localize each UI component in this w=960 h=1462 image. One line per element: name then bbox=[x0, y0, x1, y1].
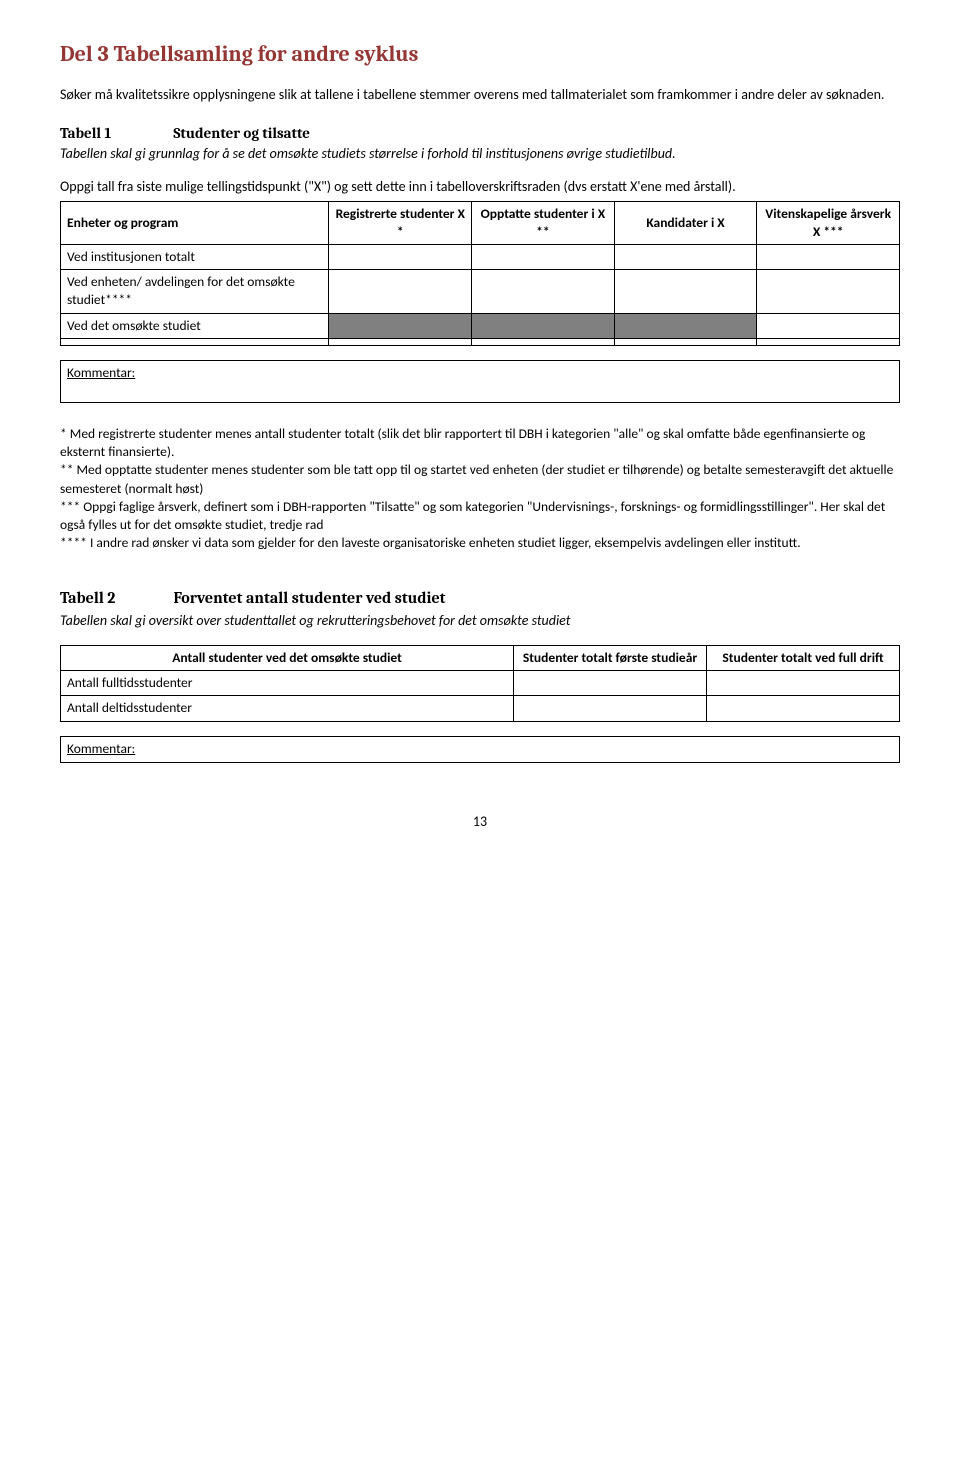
table1-cell[interactable] bbox=[329, 338, 472, 345]
table2-h1: Antall studenter ved det omsøkte studiet bbox=[61, 645, 514, 670]
table1-row: Ved det omsøkte studiet bbox=[61, 313, 900, 338]
kommentar-box-1: Kommentar: bbox=[60, 360, 900, 403]
table1-number: Tabell 1 bbox=[60, 123, 170, 143]
table1-cell[interactable] bbox=[472, 338, 615, 345]
table1-cell[interactable] bbox=[614, 270, 757, 313]
table1-cell[interactable] bbox=[757, 338, 900, 345]
table1-h2: Registrerte studenter X * bbox=[329, 201, 472, 244]
table2-h3: Studenter totalt ved full drift bbox=[707, 645, 900, 670]
table2-heading: Tabell 2 Forventet antall studenter ved … bbox=[60, 588, 900, 610]
table1-cell[interactable] bbox=[61, 338, 329, 345]
table1-cell[interactable] bbox=[329, 245, 472, 270]
table1: Enheter og program Registrerte studenter… bbox=[60, 201, 900, 346]
table2-cell[interactable] bbox=[514, 671, 707, 696]
table2-rowlabel: Antall fulltidsstudenter bbox=[61, 671, 514, 696]
table1-h1: Enheter og program bbox=[61, 201, 329, 244]
table2-header-row: Antall studenter ved det omsøkte studiet… bbox=[61, 645, 900, 670]
table1-rowlabel: Ved enheten/ avdelingen for det omsøkte … bbox=[61, 270, 329, 313]
table1-cell[interactable] bbox=[757, 245, 900, 270]
table1-h5: Vitenskapelige årsverk X *** bbox=[757, 201, 900, 244]
table2-h2: Studenter totalt første studieår bbox=[514, 645, 707, 670]
table2-name: Forventet antall studenter ved studiet bbox=[174, 589, 446, 607]
footnote-3: *** Oppgi faglige årsverk, definert som … bbox=[60, 498, 900, 534]
table1-header-row: Enheter og program Registrerte studenter… bbox=[61, 201, 900, 244]
table1-label: Tabell 1 Studenter og tilsatte bbox=[60, 123, 900, 143]
table1-row: Ved institusjonen totalt bbox=[61, 245, 900, 270]
page-number: 13 bbox=[60, 813, 900, 832]
table1-row bbox=[61, 338, 900, 345]
table1-h4: Kandidater i X bbox=[614, 201, 757, 244]
table1-rowlabel: Ved institusjonen totalt bbox=[61, 245, 329, 270]
table2-number: Tabell 2 bbox=[60, 588, 170, 610]
table2-cell[interactable] bbox=[514, 696, 707, 721]
table2: Antall studenter ved det omsøkte studiet… bbox=[60, 645, 900, 722]
kommentar-cell[interactable]: Kommentar: bbox=[61, 360, 900, 402]
table1-name: Studenter og tilsatte bbox=[173, 124, 310, 142]
table2-row: Antall fulltidsstudenter bbox=[61, 671, 900, 696]
footnotes: * Med registrerte studenter menes antall… bbox=[60, 425, 900, 553]
table1-cell[interactable] bbox=[472, 270, 615, 313]
table1-cell[interactable] bbox=[757, 313, 900, 338]
table1-cell-disabled bbox=[614, 313, 757, 338]
table1-cell[interactable] bbox=[472, 245, 615, 270]
table2-cell[interactable] bbox=[707, 671, 900, 696]
footnote-4: **** I andre rad ønsker vi data som gjel… bbox=[60, 534, 900, 552]
table2-row: Antall deltidsstudenter bbox=[61, 696, 900, 721]
section-title: Del 3 Tabellsamling for andre syklus bbox=[60, 40, 900, 70]
kommentar-label: Kommentar: bbox=[67, 364, 135, 381]
kommentar-label: Kommentar: bbox=[67, 740, 135, 757]
table1-h3: Opptatte studenter i X ** bbox=[472, 201, 615, 244]
table1-cell-disabled bbox=[472, 313, 615, 338]
table1-instruction: Oppgi tall fra siste mulige tellingstids… bbox=[60, 178, 900, 197]
table1-desc: Tabellen skal gi grunnlag for å se det o… bbox=[60, 145, 900, 164]
kommentar-box-2: Kommentar: bbox=[60, 736, 900, 763]
table1-cell-disabled bbox=[329, 313, 472, 338]
footnote-1: * Med registrerte studenter menes antall… bbox=[60, 425, 900, 461]
section-intro: Søker må kvalitetssikre opplysningene sl… bbox=[60, 86, 900, 105]
footnote-2: ** Med opptatte studenter menes studente… bbox=[60, 461, 900, 497]
table1-cell[interactable] bbox=[614, 245, 757, 270]
kommentar-cell[interactable]: Kommentar: bbox=[61, 736, 900, 762]
table1-row: Ved enheten/ avdelingen for det omsøkte … bbox=[61, 270, 900, 313]
table1-rowlabel: Ved det omsøkte studiet bbox=[61, 313, 329, 338]
table2-desc: Tabellen skal gi oversikt over studentta… bbox=[60, 612, 900, 631]
table2-rowlabel: Antall deltidsstudenter bbox=[61, 696, 514, 721]
table1-cell[interactable] bbox=[757, 270, 900, 313]
table2-cell[interactable] bbox=[707, 696, 900, 721]
table1-cell[interactable] bbox=[614, 338, 757, 345]
table1-cell[interactable] bbox=[329, 270, 472, 313]
